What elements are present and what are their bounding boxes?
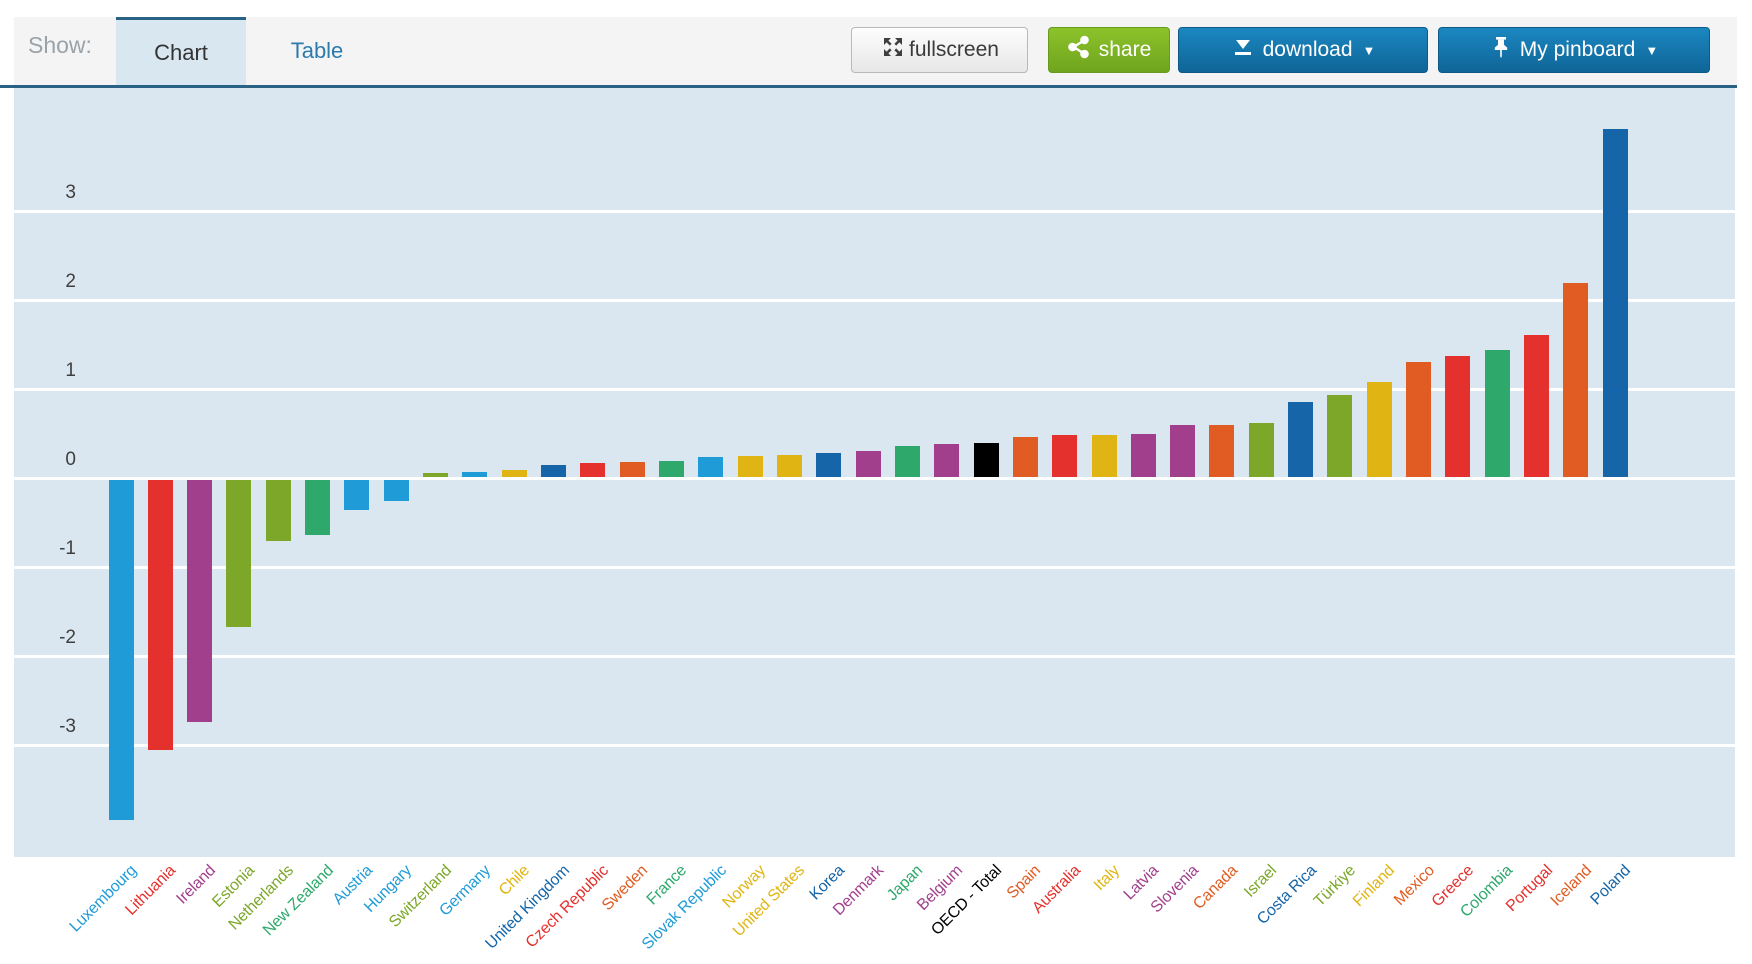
bar[interactable] (1366, 381, 1392, 477)
y-tick-label: 0 (65, 449, 76, 470)
bar[interactable] (226, 480, 252, 627)
bar[interactable] (580, 462, 606, 477)
download-caret-icon: ▼ (1362, 42, 1376, 58)
fullscreen-button[interactable]: fullscreen (851, 27, 1028, 73)
tab-table-label: Table (290, 38, 344, 63)
gridline (14, 566, 1735, 569)
share-button-label: share (1098, 38, 1152, 61)
bar[interactable] (462, 471, 488, 477)
download-arrow-icon (1231, 35, 1255, 65)
y-tick-label: 2 (65, 271, 76, 292)
bar[interactable] (265, 480, 291, 541)
my-pinboard-button[interactable]: My pinboard ▼ (1438, 27, 1710, 73)
tab-chart-label: Chart (154, 39, 208, 65)
pushpin-icon (1490, 35, 1512, 65)
fullscreen-button-label: fullscreen (909, 38, 999, 61)
plot-area: 3 2 1 0 -1 -2 -3 (14, 88, 1735, 857)
bar[interactable] (1288, 402, 1314, 477)
y-tick-label: 1 (65, 360, 76, 381)
bar[interactable] (658, 460, 684, 477)
show-label: Show: (28, 32, 92, 58)
bar[interactable] (108, 480, 134, 820)
bar[interactable] (934, 444, 960, 477)
bar[interactable] (1524, 334, 1550, 477)
y-tick-label: -1 (59, 538, 76, 559)
y-tick-label: 3 (65, 182, 76, 203)
bar[interactable] (1130, 434, 1156, 477)
y-tick-label: -3 (59, 716, 76, 737)
bar[interactable] (737, 455, 763, 477)
expand-arrows-icon (880, 34, 906, 66)
download-button[interactable]: download ▼ (1178, 27, 1428, 73)
bar[interactable] (894, 445, 920, 477)
bar[interactable] (1209, 425, 1235, 477)
tab-chart[interactable]: Chart (116, 17, 246, 85)
bar[interactable] (1327, 395, 1353, 477)
bar[interactable] (619, 461, 645, 477)
bar[interactable] (973, 443, 999, 477)
bar[interactable] (1052, 435, 1078, 477)
bar[interactable] (1484, 349, 1510, 477)
gridline (14, 655, 1735, 658)
x-axis-labels: Luxembourg Lithuania Ireland Estonia Netherl… (0, 857, 1752, 964)
my-pinboard-caret-icon: ▼ (1645, 42, 1659, 58)
bar[interactable] (1445, 355, 1471, 477)
bar[interactable] (541, 465, 567, 477)
y-tick-label: -2 (59, 627, 76, 648)
gridline (14, 744, 1735, 747)
bar[interactable] (816, 452, 842, 477)
bar[interactable] (1563, 282, 1589, 477)
bar[interactable] (1248, 422, 1274, 477)
toolbar: Show: Chart Table fullscreen (0, 0, 1752, 88)
gridline (14, 477, 1735, 480)
gridline (14, 210, 1735, 213)
bar[interactable] (305, 480, 331, 536)
bar[interactable] (501, 469, 527, 477)
bar[interactable] (187, 480, 213, 723)
bar[interactable] (855, 451, 881, 477)
bar[interactable] (1012, 436, 1038, 477)
share-button[interactable]: share (1048, 27, 1170, 73)
bar[interactable] (423, 473, 449, 477)
bar[interactable] (1091, 435, 1117, 477)
bar[interactable] (1170, 425, 1196, 477)
bar[interactable] (1602, 129, 1628, 477)
download-button-label: download (1262, 38, 1353, 61)
my-pinboard-button-label: My pinboard (1519, 38, 1636, 61)
gridline (14, 299, 1735, 302)
bar[interactable] (698, 457, 724, 477)
bar[interactable] (1406, 362, 1432, 477)
bar[interactable] (383, 480, 409, 502)
bar[interactable] (344, 480, 370, 511)
toolbar-bottom-border (0, 85, 1737, 88)
bar[interactable] (776, 454, 802, 477)
tab-table[interactable]: Table (252, 17, 382, 85)
share-nodes-icon (1067, 35, 1091, 65)
gridline (14, 388, 1735, 391)
bar[interactable] (147, 480, 173, 750)
